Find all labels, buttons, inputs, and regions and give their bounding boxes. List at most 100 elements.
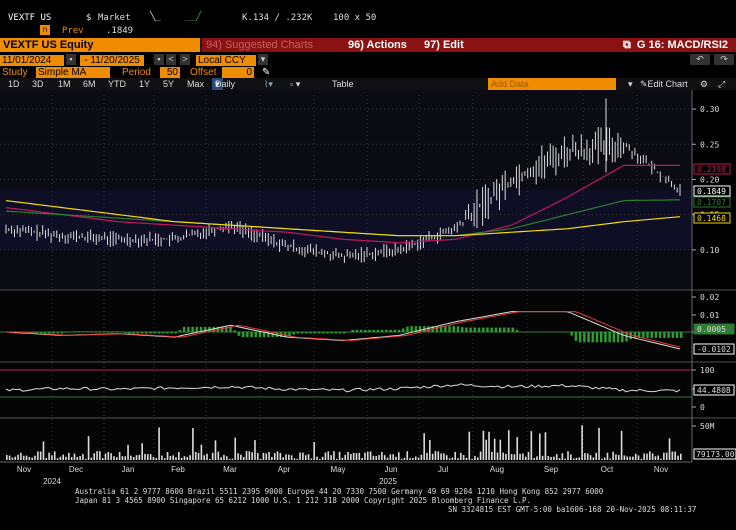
volume-bar [155, 458, 158, 460]
period-ytd[interactable]: YTD [108, 79, 126, 89]
macd-hist-bar [35, 332, 38, 334]
volume-bar [541, 455, 544, 460]
calendar-icon-end[interactable]: ▪ [154, 54, 164, 65]
macd-hist-bar [439, 326, 443, 332]
period-field[interactable]: 50 [160, 66, 180, 78]
undo-icon[interactable]: ↶ [690, 54, 710, 65]
security-field[interactable]: VEXTF US Equity [0, 38, 200, 52]
options-icon[interactable]: ▫ ▾ [290, 79, 301, 89]
volume-bar [389, 454, 392, 460]
volume-bar [629, 456, 631, 460]
volume-bar [643, 453, 645, 460]
macd-hist-bar [64, 332, 68, 333]
macd-hist-bar [43, 332, 47, 334]
suggested-charts-menu[interactable]: 94) Suggested Charts [202, 38, 344, 52]
volume-bar [429, 440, 431, 460]
volume-bar [79, 456, 81, 460]
x-tick-year: 2024 [43, 477, 61, 486]
next-arrow-icon[interactable]: > [180, 54, 190, 65]
macd-tick-label: 0.02 [700, 293, 719, 302]
macd-hist-bar [642, 332, 645, 338]
offset-field[interactable]: 0 [222, 66, 254, 78]
volume-bar [158, 427, 160, 460]
volume-bar [288, 454, 290, 460]
volume-bar [341, 457, 344, 460]
actions-menu[interactable]: 96) Actions [344, 38, 420, 52]
macd-hist-bar [267, 332, 270, 338]
volume-bar [254, 440, 256, 460]
volume-bar [350, 453, 352, 460]
add-data-input[interactable]: Add Data [488, 78, 616, 90]
volume-bar [491, 451, 493, 460]
volume-bar [601, 458, 603, 460]
currency-dropdown-icon[interactable]: ▾ [258, 54, 268, 65]
frequency-select[interactable]: Daily ▾ [212, 78, 235, 90]
volume-bar [124, 456, 127, 460]
volume-bar [361, 457, 363, 460]
volume-bar [584, 453, 586, 460]
price-badge-label: 0.1849 [697, 187, 726, 196]
x-tick-year: 2025 [379, 477, 397, 486]
volume-bar [677, 455, 679, 460]
volume-bar [592, 457, 595, 460]
settings-icon[interactable]: ⚙ [700, 79, 709, 89]
redo-icon[interactable]: ↷ [714, 54, 734, 65]
volume-bar [51, 455, 53, 460]
macd-hist-bar [397, 329, 401, 332]
maximize-icon[interactable]: ⤢ [718, 79, 726, 89]
prev-arrow-icon[interactable]: < [166, 54, 176, 65]
macd-hist-bar [654, 332, 658, 338]
macd-hist-bar [414, 326, 418, 332]
volume-bar [225, 456, 228, 460]
period-5y[interactable]: 5Y [163, 79, 175, 89]
volume-bar [8, 455, 11, 460]
macd-hist-bar [616, 332, 620, 343]
edit-menu[interactable]: 97) Edit [420, 38, 480, 52]
volume-bar [121, 456, 124, 460]
pencil-icon[interactable]: ✎ [262, 66, 271, 78]
macd-hist-bar [178, 330, 182, 332]
volume-bar [282, 457, 284, 460]
period-6m[interactable]: 6M [83, 79, 96, 89]
calendar-icon[interactable]: ▪ [66, 54, 76, 65]
period-3d[interactable]: 3D [32, 79, 44, 89]
edit-chart-button[interactable]: ✎ Edit Chart [640, 79, 688, 89]
table-button[interactable]: Table [332, 79, 354, 89]
macd-hist-bar [254, 332, 258, 338]
macd-hist-bar [482, 327, 485, 332]
start-date-field[interactable]: 11/01/2024 [0, 54, 64, 66]
volume-bar [493, 438, 496, 460]
period-1m[interactable]: 1M [58, 79, 71, 89]
volume-bar [586, 453, 589, 460]
launch-icon[interactable]: ⧉ [622, 39, 631, 51]
macd-hist-bar [427, 326, 430, 332]
macd-hist-bar [646, 332, 649, 338]
study-type-select[interactable]: Simple MA [36, 66, 110, 78]
currency-field[interactable]: Local CCY [196, 54, 256, 66]
period-max[interactable]: Max [187, 79, 205, 89]
volume-bar [172, 455, 174, 460]
volume-bar [561, 453, 564, 460]
chart-name[interactable]: ⧉ G 16: MACD/RSI2 [480, 38, 736, 52]
ticker-symbol[interactable]: VEXTF US [8, 13, 52, 23]
macd-hist-bar [490, 327, 493, 332]
volume-bar [378, 454, 380, 460]
volume-bar [499, 439, 502, 460]
end-date-field[interactable]: - 11/20/2025 [80, 54, 144, 66]
macd-hist-bar [574, 332, 578, 341]
line-chart-icon[interactable]: ⌇▾ [264, 79, 273, 89]
period-1y[interactable]: 1Y [139, 79, 151, 89]
volume-bar [327, 451, 330, 460]
volume-bar [375, 456, 378, 460]
volume-axis: 50M 79173.00 [692, 422, 736, 460]
more-icon[interactable]: ▾ [628, 79, 633, 89]
volume-bar [558, 458, 561, 460]
volume-bar [265, 453, 268, 460]
price-chart[interactable]: 0.300.250.200.150.10 0.21980.18490.17070… [0, 90, 736, 530]
volume-bar [73, 453, 76, 460]
volume-bar [313, 441, 315, 460]
period-1d[interactable]: 1D [8, 79, 20, 89]
macd-hist-bar [174, 332, 177, 334]
volume-bar [443, 453, 445, 460]
volume-bar [76, 457, 79, 460]
